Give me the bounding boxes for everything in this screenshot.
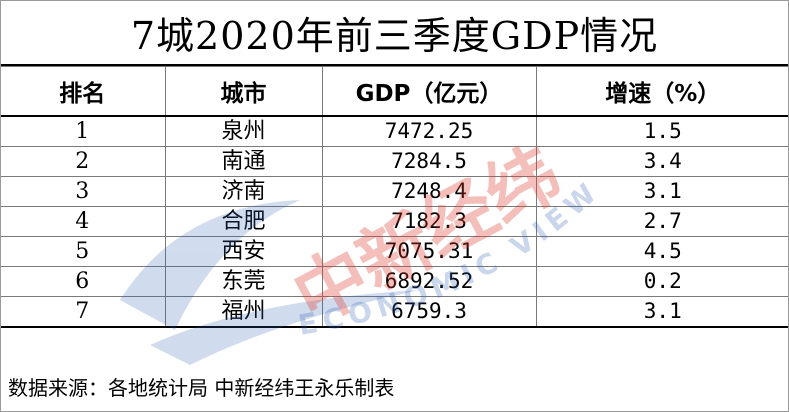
header-row: 排名 城市 GDP（亿元） 增速（%）: [0, 66, 789, 117]
header-gdp: GDP（亿元）: [321, 66, 537, 117]
gdp-cell: 7472.25: [321, 115, 537, 147]
gdp-cell: 7248.4: [321, 176, 537, 207]
table-row: 1 泉州 7472.25 1.5: [0, 115, 789, 147]
rank-cell: 4: [0, 206, 166, 237]
growth-cell: 0.2: [535, 266, 789, 297]
table-row: 2 南通 7284.5 3.4: [0, 146, 789, 177]
gdp-table: 排名 城市 GDP（亿元） 增速（%） 1 泉州 7472.25 1.5 2 南…: [0, 66, 789, 328]
header-rank: 排名: [0, 66, 166, 117]
table-row: 4 合肥 7182.3 2.7: [0, 206, 789, 237]
city-cell: 泉州: [164, 115, 323, 147]
gdp-cell: 7075.31: [321, 236, 537, 267]
growth-cell: 3.1: [535, 296, 789, 328]
growth-cell: 3.1: [535, 176, 789, 207]
rank-cell: 1: [0, 115, 166, 147]
city-cell: 济南: [164, 176, 323, 207]
rank-cell: 3: [0, 176, 166, 207]
header-city: 城市: [164, 66, 323, 117]
growth-cell: 1.5: [535, 115, 789, 147]
city-cell: 南通: [164, 146, 323, 177]
gdp-cell: 6892.52: [321, 266, 537, 297]
growth-cell: 2.7: [535, 206, 789, 237]
table-row: 6 东莞 6892.52 0.2: [0, 266, 789, 297]
source-note: 数据来源：各地统计局 中新经纬王永乐制表: [8, 376, 395, 400]
city-cell: 福州: [164, 296, 323, 328]
growth-cell: 3.4: [535, 146, 789, 177]
gdp-cell: 7284.5: [321, 146, 537, 177]
table-row: 5 西安 7075.31 4.5: [0, 236, 789, 267]
gdp-cell: 6759.3: [321, 296, 537, 328]
rank-cell: 7: [0, 296, 166, 328]
rank-cell: 2: [0, 146, 166, 177]
page-title: 7城2020年前三季度GDP情况: [0, 0, 789, 66]
header-growth: 增速（%）: [535, 66, 789, 117]
rank-cell: 6: [0, 266, 166, 297]
city-cell: 合肥: [164, 206, 323, 237]
rank-cell: 5: [0, 236, 166, 267]
table-row: 3 济南 7248.4 3.1: [0, 176, 789, 207]
gdp-cell: 7182.3: [321, 206, 537, 237]
city-cell: 东莞: [164, 266, 323, 297]
city-cell: 西安: [164, 236, 323, 267]
table-row: 7 福州 6759.3 3.1: [0, 296, 789, 328]
growth-cell: 4.5: [535, 236, 789, 267]
